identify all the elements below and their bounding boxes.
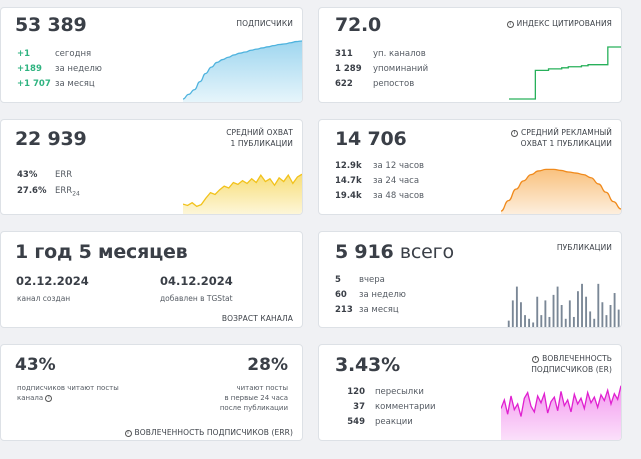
engagement-chart: [501, 385, 621, 440]
chart-bar: [613, 293, 616, 327]
chart-bar: [548, 316, 551, 327]
citation-row-mentions: 1 289 упоминаний: [335, 64, 429, 74]
engagement-row-comments: 37 комментарии: [353, 402, 436, 412]
info-icon[interactable]: i: [511, 130, 518, 137]
chart-bar: [564, 318, 567, 327]
ad-reach-row-24h: 14.7k за 24 часа: [335, 176, 420, 186]
chart-bar: [511, 300, 514, 327]
posts-card[interactable]: 5 916 всего ПУБЛИКАЦИИ 5 вчера 60 за недел…: [318, 231, 622, 328]
chart-area: [183, 41, 302, 102]
citation-card[interactable]: 72.0 i ИНДЕКС ЦИТИРОВАНИЯ 311 уп. каналов …: [318, 7, 622, 103]
chart-bar: [572, 316, 575, 327]
chart-line: [183, 40, 302, 100]
chart-bar: [577, 291, 579, 327]
chart-bar: [589, 311, 592, 327]
citation-chart: [509, 46, 621, 100]
citation-row-channels: 311 уп. каналов: [335, 49, 426, 59]
chart-bar: [593, 318, 596, 327]
chart-bar: [609, 305, 612, 327]
avg-reach-card[interactable]: 22 939 СРЕДНИЙ ОХВАТ 1 ПУБЛИКАЦИИ 43% ERR …: [0, 119, 303, 215]
chart-line: [183, 173, 302, 208]
subscriber-engagement-card[interactable]: 43% подписчиков читают посты канала i 28%…: [0, 344, 303, 441]
subscriber-engagement-footer: i ВОВЛЕЧЕННОСТЬ ПОДПИСЧИКОВ (ERR): [124, 427, 294, 438]
citation-row-reposts: 622 репостов: [335, 79, 415, 89]
posts-chart: [507, 283, 620, 327]
posts-value: 5 916 всего: [335, 241, 454, 263]
chart-bar: [617, 309, 620, 327]
posts-row-yesterday: 5 вчера: [335, 275, 385, 285]
channel-age-footer: ВОЗРАСТ КАНАЛА: [221, 314, 293, 323]
subscribers-header: ПОДПИСЧИКИ: [236, 19, 293, 28]
chart-bar: [507, 320, 510, 327]
chart-bar: [520, 302, 522, 327]
chart-bar: [540, 315, 543, 327]
subscribers-total: 53 389: [15, 14, 87, 36]
subscribers-chart: [183, 40, 302, 102]
chart-line: [501, 168, 621, 212]
citation-value: 72.0: [335, 14, 382, 36]
subscribers-row-month: +1 707 за месяц: [17, 79, 95, 89]
first-day-share-label: читают посты в первые 24 часа после публик…: [219, 384, 288, 412]
chart-bar: [601, 302, 604, 327]
info-icon[interactable]: i: [124, 430, 132, 437]
created-label: канал создан: [17, 294, 71, 303]
subscribers-row-today: +1 сегодня: [17, 49, 92, 59]
ad-reach-header: i СРЕДНИЙ РЕКЛАМНЫЙ ОХВАТ 1 ПУБЛИКАЦИИ: [511, 127, 612, 149]
chart-bar: [515, 286, 518, 327]
posts-header: ПУБЛИКАЦИИ: [556, 243, 612, 252]
avg-reach-header: СРЕДНИЙ ОХВАТ 1 ПУБЛИКАЦИИ: [226, 128, 293, 148]
posts-row-month: 213 за месяц: [335, 305, 399, 315]
chart-area: [183, 174, 302, 214]
ad-reach-value: 14 706: [335, 128, 407, 150]
chart-bar: [568, 300, 571, 327]
engagement-card[interactable]: 3.43% i ВОВЛЕЧЕННОСТЬ ПОДПИСЧИКОВ (ER) 120…: [318, 344, 622, 441]
ad-reach-row-12h: 12.9k за 12 часов: [335, 161, 425, 171]
chart-area: [501, 169, 621, 214]
subscribers-card[interactable]: 53 389 ПОДПИСЧИКИ +1 сегодня +189 за недел…: [0, 7, 303, 103]
citation-header: i ИНДЕКС ЦИТИРОВАНИЯ: [506, 18, 612, 29]
ad-reach-chart: [501, 168, 621, 214]
created-date: 02.12.2024: [16, 274, 89, 288]
engagement-row-reactions: 549 реакции: [347, 417, 413, 427]
chart-bar: [524, 315, 526, 327]
chart-bar: [544, 300, 547, 327]
chart-bar: [560, 305, 563, 327]
first-day-share-value: 28%: [247, 355, 288, 375]
info-icon[interactable]: i: [506, 21, 514, 28]
avg-reach-value: 22 939: [15, 128, 87, 150]
added-date: 04.12.2024: [160, 274, 233, 288]
chart-area: [501, 385, 621, 440]
err-row: 43% ERR: [17, 170, 73, 180]
engagement-row-forwards: 120 пересылки: [347, 387, 424, 397]
ad-reach-row-48h: 19.4k за 48 часов: [335, 191, 425, 201]
chart-bar: [585, 296, 588, 327]
subscribers-row-week: +189 за неделю: [17, 64, 102, 74]
engagement-value: 3.43%: [335, 354, 400, 376]
chart-bar: [528, 318, 531, 327]
reading-share-label: подписчиков читают посты канала i: [17, 384, 119, 402]
chart-line: [501, 385, 621, 417]
chart-bar: [581, 283, 583, 327]
added-label: добавлен в TGStat: [160, 294, 233, 303]
chart-bar: [556, 286, 559, 327]
chart-line: [509, 46, 621, 100]
reading-share-value: 43%: [15, 355, 56, 375]
info-icon[interactable]: i: [45, 395, 53, 402]
channel-age-value: 1 год 5 месяцев: [15, 241, 188, 263]
chart-bar: [552, 294, 555, 327]
err24-row: 27.6% ERR24: [17, 186, 80, 198]
chart-bar: [605, 315, 608, 327]
ad-reach-card[interactable]: 14 706 i СРЕДНИЙ РЕКЛАМНЫЙ ОХВАТ 1 ПУБЛИКА…: [318, 119, 622, 215]
info-icon[interactable]: i: [532, 356, 540, 363]
engagement-header: i ВОВЛЕЧЕННОСТЬ ПОДПИСЧИКОВ (ER): [531, 354, 612, 374]
chart-bar: [597, 283, 600, 327]
channel-age-card[interactable]: 1 год 5 месяцев 02.12.2024 канал создан …: [0, 231, 303, 328]
chart-bar: [532, 322, 535, 327]
posts-row-week: 60 за неделю: [335, 290, 406, 300]
avg-reach-chart: [183, 173, 302, 214]
chart-bar: [536, 296, 539, 327]
